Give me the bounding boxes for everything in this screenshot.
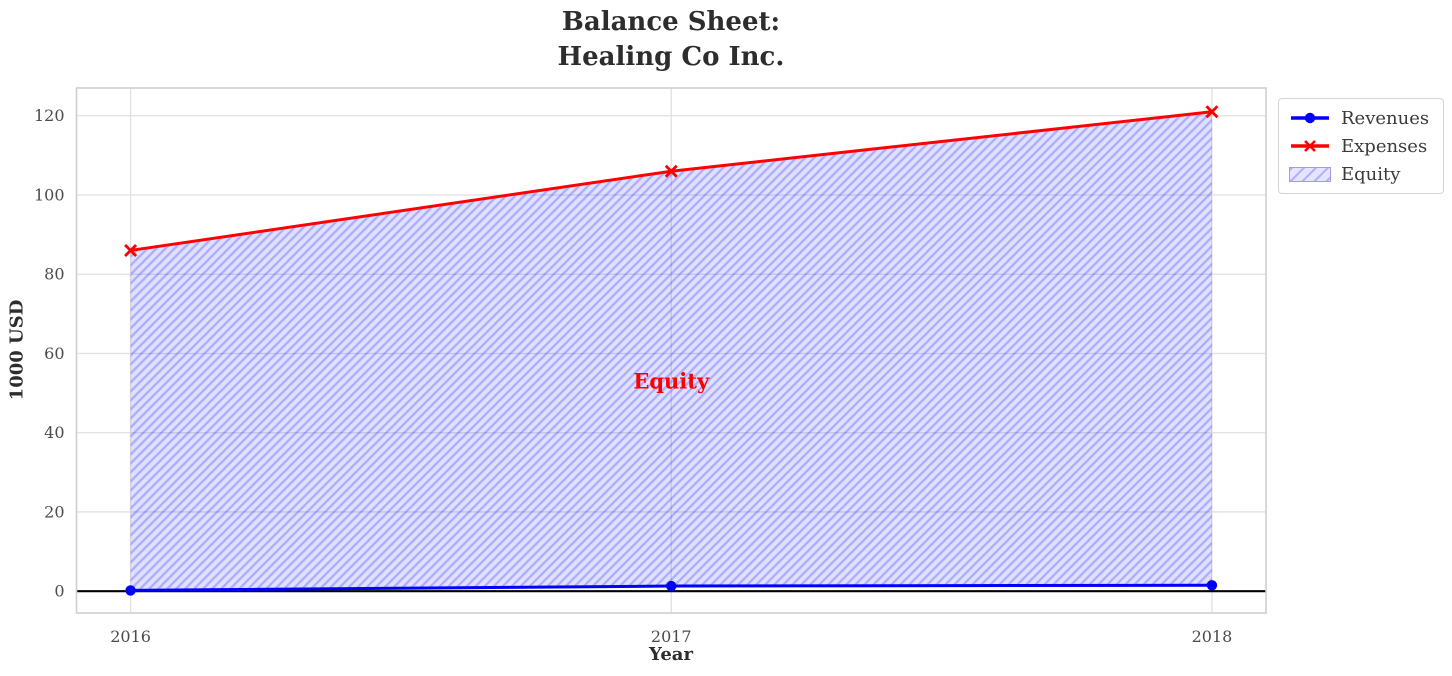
data-series (124, 105, 1219, 596)
revenues-point-marker (1206, 580, 1218, 591)
y-tick-label: 80 (44, 265, 64, 284)
revenues-line-icon (1291, 112, 1329, 124)
legend-item-revenues: Revenues (1289, 107, 1433, 129)
y-tick-label: 0 (54, 582, 64, 601)
y-tick-label: 60 (44, 344, 64, 363)
plot-border (75, 87, 1267, 614)
expenses-series (124, 105, 1219, 257)
expenses-line-icon (1291, 140, 1329, 152)
equity-patch-icon (1289, 166, 1331, 182)
y-tick-label: 100 (34, 185, 65, 204)
expenses-point-marker (124, 243, 138, 257)
chart-title: Balance Sheet: Healing Co Inc. (0, 5, 1342, 75)
revenues-series (125, 580, 1218, 596)
expenses-point-marker (1205, 105, 1219, 119)
legend-label-equity: Equity (1341, 163, 1401, 185)
y-tick-label: 120 (34, 106, 65, 125)
y-tick-label: 40 (44, 423, 64, 442)
axes-border (75, 87, 1267, 614)
legend-label-revenues: Revenues (1341, 107, 1430, 129)
x-tick-label: 2016 (110, 627, 151, 646)
equity-fill-area (130, 111, 1212, 591)
chart-title-line2: Healing Co Inc. (557, 42, 785, 72)
revenues-point-marker (125, 585, 136, 596)
legend-item-expenses: Expenses (1289, 135, 1433, 157)
legend: Revenues Expenses Equity (1278, 98, 1444, 194)
tick-labels: 0 20 40 60 80 100 120 2016 2017 2018 (34, 106, 1232, 646)
legend-item-equity: Equity (1289, 163, 1433, 185)
y-tick-label: 20 (44, 502, 64, 521)
x-axis-label: Year (649, 644, 693, 665)
y-axis-label: 1000 USD (6, 299, 28, 401)
equity-fill (130, 111, 1212, 591)
revenues-point-marker (666, 580, 677, 592)
expenses-point-marker (664, 164, 678, 178)
legend-label-expenses: Expenses (1341, 135, 1428, 157)
equity-annotation: Equity (633, 368, 710, 394)
x-tick-label: 2017 (651, 627, 692, 646)
chart-title-line1: Balance Sheet: (561, 7, 781, 37)
x-tick-label: 2018 (1192, 627, 1233, 646)
